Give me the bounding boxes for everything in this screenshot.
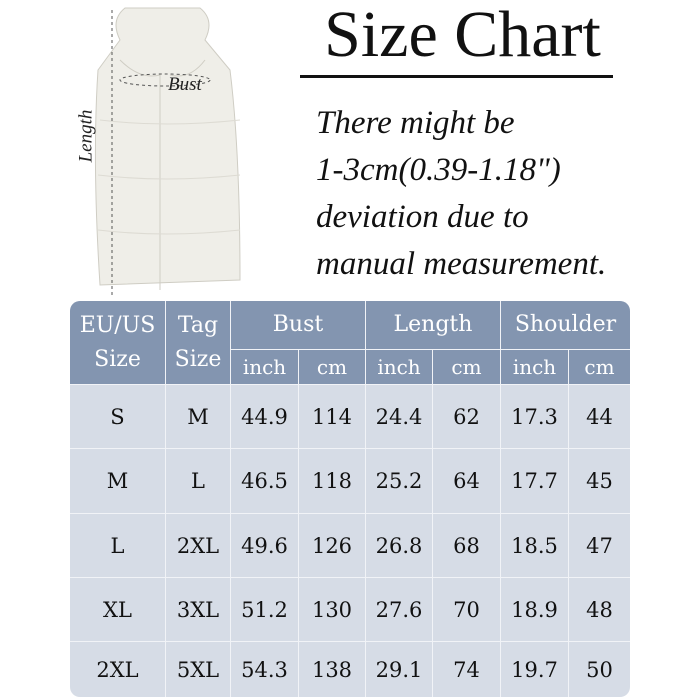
table-cell: 118: [299, 449, 366, 514]
table-cell: 45: [569, 449, 630, 514]
table-cell: 68: [433, 514, 501, 578]
table-cell: 17.7: [501, 449, 569, 514]
table-cell: 48: [569, 578, 630, 642]
table-cell: 74: [433, 642, 501, 697]
header-shoulder: Shoulder: [501, 301, 630, 350]
table-cell: 49.6: [231, 514, 299, 578]
table-cell: 130: [299, 578, 366, 642]
subheader-cm: cm: [569, 350, 630, 385]
table-cell: 2XL: [70, 642, 166, 697]
subheader-inch: inch: [231, 350, 299, 385]
table-cell: 26.8: [366, 514, 433, 578]
note-line: manual measurement.: [316, 246, 607, 282]
vest-illustration: [94, 7, 241, 298]
table-cell: 64: [433, 449, 501, 514]
measurement-note: There might be 1-3cm(0.39-1.18") deviati…: [316, 100, 606, 288]
table-cell: 18.5: [501, 514, 569, 578]
subheader-inch: inch: [366, 350, 433, 385]
note-line: There might be: [316, 105, 515, 141]
table-cell: 25.2: [366, 449, 433, 514]
table-cell: 44.9: [231, 385, 299, 449]
table-cell: M: [166, 385, 231, 449]
header-bust: Bust: [231, 301, 366, 350]
table-cell: XL: [70, 578, 166, 642]
header-length: Length: [366, 301, 501, 350]
table-cell: S: [70, 385, 166, 449]
page-title: Size Chart: [324, 0, 601, 71]
table-cell: L: [166, 449, 231, 514]
length-label: Length: [75, 109, 97, 163]
table-cell: 114: [299, 385, 366, 449]
table-cell: 2XL: [166, 514, 231, 578]
table-cell: 126: [299, 514, 366, 578]
table-cell: 19.7: [501, 642, 569, 697]
table-cell: 27.6: [366, 578, 433, 642]
table-cell: 44: [569, 385, 630, 449]
table-cell: 51.2: [231, 578, 299, 642]
header-tag-size: Tag Size: [166, 301, 231, 385]
table-cell: M: [70, 449, 166, 514]
note-line: 1-3cm(0.39-1.18"): [316, 152, 561, 188]
table-cell: L: [70, 514, 166, 578]
table-cell: 5XL: [166, 642, 231, 697]
table-cell: 29.1: [366, 642, 433, 697]
table-cell: 50: [586, 657, 613, 682]
note-line: deviation due to: [316, 199, 529, 235]
table-cell: 17.3: [501, 385, 569, 449]
table-cell: 47: [569, 514, 630, 578]
table-cell: 138: [299, 642, 366, 697]
table-cell: 18.9: [501, 578, 569, 642]
table-cell: 24.4: [366, 385, 433, 449]
table-cell: 70: [433, 578, 501, 642]
subheader-cm: cm: [433, 350, 501, 385]
table-cell: 3XL: [166, 578, 231, 642]
table-cell: 46.5: [231, 449, 299, 514]
table-cell: 62: [433, 385, 501, 449]
title-underline: [300, 75, 613, 78]
subheader-inch: inch: [501, 350, 569, 385]
bust-label: Bust: [168, 74, 202, 95]
size-table: EU/US Size Tag Size Bust Length Shoulder…: [70, 301, 630, 697]
header-eu-us-size: EU/US Size: [70, 301, 166, 385]
subheader-cm: cm: [299, 350, 366, 385]
table-cell: 54.3: [231, 642, 299, 697]
